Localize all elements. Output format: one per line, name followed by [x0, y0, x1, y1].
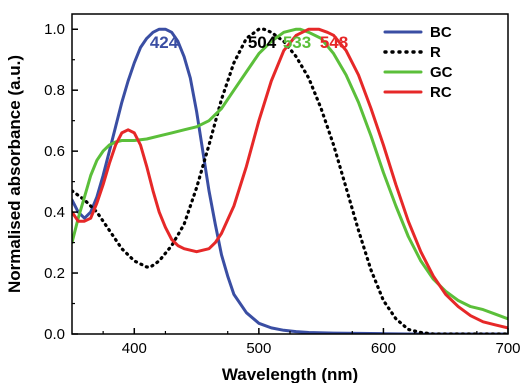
legend-label-rc: RC	[430, 84, 452, 101]
legend-label-gc: GC	[430, 64, 453, 81]
legend: BC R GC RC	[383, 24, 453, 101]
series-line-gc	[72, 27, 508, 321]
x-tick-label: 500	[246, 340, 271, 357]
peak-label-504: 504	[248, 33, 277, 52]
plot-area	[72, 27, 508, 334]
peak-label-424: 424	[150, 33, 179, 52]
peak-label-548: 548	[320, 33, 348, 52]
legend-label-bc: BC	[430, 24, 452, 41]
plot-frame	[71, 13, 509, 335]
x-tick-label: 700	[495, 340, 520, 357]
peak-label-533: 533	[283, 33, 311, 52]
y-tick-label: 1.0	[44, 21, 65, 38]
y-tick-label: 0.0	[44, 326, 65, 343]
series-line-rc	[72, 27, 508, 330]
x-tick-label: 600	[371, 340, 396, 357]
axes: 400 500 600 700 0.0 0.2 0.4 0.6 0.8 1.0	[44, 13, 521, 357]
legend-label-r: R	[430, 44, 441, 61]
y-tick-label: 0.6	[44, 143, 65, 160]
peak-annotations: 424 504 533 548	[150, 33, 348, 52]
series-line-r	[72, 27, 508, 334]
y-tick-label: 0.2	[44, 265, 65, 282]
y-tick-label: 0.8	[44, 82, 65, 99]
y-axis-title: Normalised absorbance (a.u.)	[5, 55, 24, 293]
x-tick-label: 400	[122, 340, 147, 357]
x-axis-title: Wavelength (nm)	[222, 365, 358, 383]
y-tick-label: 0.4	[44, 204, 65, 221]
